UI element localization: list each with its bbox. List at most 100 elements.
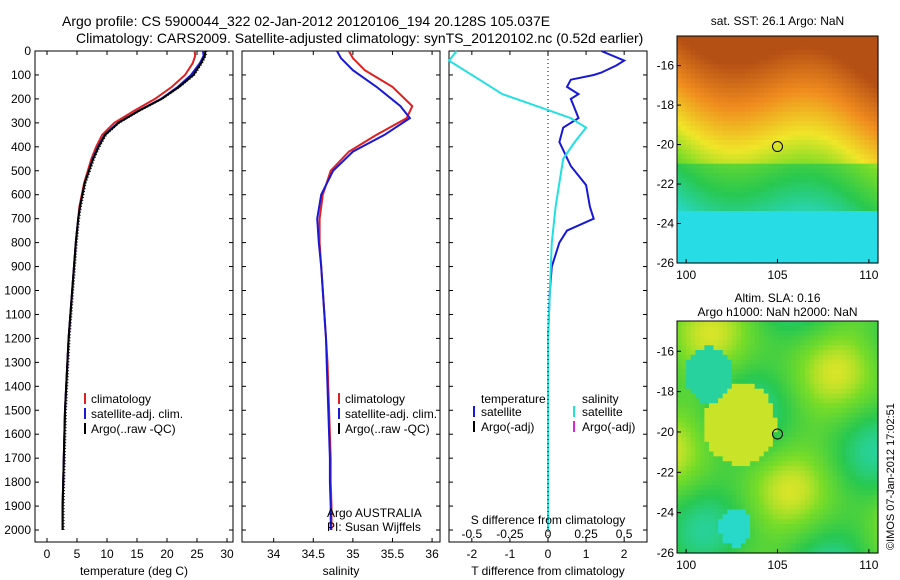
- heatmap-cell: [768, 149, 774, 155]
- heatmap-cell: [713, 422, 719, 428]
- heatmap-cell: [777, 369, 783, 375]
- heatmap-cell: [800, 528, 806, 535]
- heatmap-cell: [754, 446, 760, 453]
- heatmap-cell: [722, 325, 728, 332]
- heatmap-cell: [695, 64, 701, 70]
- heatmap-cell: [699, 441, 705, 448]
- heatmap-cell: [772, 359, 779, 366]
- heatmap-cell: [836, 369, 843, 375]
- heatmap-cell: [823, 111, 829, 117]
- heatmap-cell: [827, 106, 833, 113]
- heatmap-cell: [859, 229, 865, 236]
- heatmap-cell: [873, 248, 879, 255]
- heatmap-cell: [827, 116, 833, 122]
- heatmap-cell: [736, 432, 742, 438]
- heatmap-cell: [809, 466, 815, 472]
- heatmap-cell: [855, 40, 861, 46]
- y-tick-label: 1500: [4, 403, 31, 417]
- heatmap-cell: [814, 182, 820, 188]
- heatmap-cell: [745, 248, 751, 255]
- heatmap-cell: [850, 451, 856, 457]
- heatmap-cell: [722, 92, 728, 99]
- heatmap-cell: [800, 461, 806, 467]
- heatmap-cell: [750, 201, 756, 207]
- heatmap-cell: [768, 432, 774, 438]
- heatmap-cell: [768, 211, 774, 217]
- heatmap-cell: [850, 258, 856, 264]
- heatmap-cell: [763, 379, 769, 385]
- heatmap-cell: [873, 354, 879, 361]
- heatmap-cell: [823, 154, 829, 160]
- heatmap-cell: [695, 78, 701, 84]
- heatmap-cell: [782, 59, 788, 65]
- heatmap-cell: [873, 364, 879, 370]
- heatmap-cell: [677, 177, 683, 184]
- heatmap-cell: [777, 220, 783, 226]
- heatmap-cell: [686, 359, 692, 366]
- heatmap-cell: [745, 528, 751, 535]
- heatmap-cell: [841, 417, 847, 424]
- heatmap-cell: [763, 258, 769, 264]
- heatmap-cell: [823, 524, 829, 530]
- heatmap-cell: [681, 54, 687, 61]
- heatmap-cell: [791, 422, 797, 428]
- heatmap-cell: [713, 364, 719, 370]
- heatmap-cell: [727, 78, 733, 84]
- heatmap-cell: [754, 192, 760, 198]
- heatmap-cell: [686, 177, 692, 184]
- heatmap-cell: [791, 499, 797, 506]
- heatmap-cell: [731, 490, 737, 496]
- x-tick-label: 110: [859, 558, 878, 572]
- heatmap-cell: [690, 388, 696, 395]
- heatmap-cell: [841, 36, 847, 42]
- heatmap-cell: [782, 92, 788, 99]
- heatmap-cell: [681, 59, 687, 65]
- heatmap-cell: [836, 364, 843, 370]
- heatmap-cell: [782, 97, 788, 103]
- heatmap-cell: [832, 446, 838, 453]
- heatmap-cell: [718, 248, 724, 255]
- heatmap-cell: [745, 403, 751, 409]
- heatmap-cell: [786, 140, 792, 146]
- heatmap-cell: [800, 393, 806, 399]
- heatmap-cell: [818, 88, 824, 94]
- heatmap-cell: [681, 422, 687, 428]
- heatmap-cell: [759, 451, 765, 457]
- heatmap-cell: [759, 116, 765, 122]
- heatmap-cell: [768, 92, 774, 99]
- heatmap-cell: [791, 92, 797, 99]
- heatmap-cell: [868, 388, 875, 395]
- heatmap-cell: [804, 495, 811, 501]
- heatmap-cell: [695, 116, 701, 122]
- heatmap-cell: [850, 69, 856, 75]
- heatmap-cell: [741, 543, 747, 549]
- heatmap-cell: [677, 475, 683, 482]
- heatmap-cell: [718, 524, 724, 530]
- heatmap-cell: [804, 466, 811, 472]
- heatmap-cell: [677, 144, 683, 151]
- heatmap-cell: [786, 437, 792, 443]
- heatmap-cell: [818, 388, 824, 395]
- heatmap-cell: [754, 340, 760, 346]
- x-tick-label: 105: [767, 268, 787, 282]
- heatmap-cell: [713, 441, 719, 448]
- heatmap-cell: [741, 211, 747, 217]
- heatmap-cell: [704, 211, 710, 217]
- heatmap-cell: [704, 548, 710, 554]
- heatmap-cell: [736, 135, 742, 141]
- heatmap-cell: [718, 354, 724, 361]
- heatmap-cell: [777, 201, 783, 207]
- heatmap-cell: [709, 514, 715, 520]
- heatmap-cell: [736, 187, 742, 193]
- heatmap-cell: [681, 412, 687, 419]
- heatmap-cell: [768, 88, 774, 94]
- heatmap-cell: [727, 97, 733, 103]
- heatmap-cell: [745, 102, 751, 108]
- heatmap-cell: [681, 173, 687, 179]
- heatmap-cell: [736, 388, 742, 395]
- heatmap-cell: [763, 354, 769, 361]
- heatmap-cell: [750, 345, 756, 351]
- heatmap-cell: [855, 201, 861, 207]
- heatmap-cell: [855, 456, 861, 462]
